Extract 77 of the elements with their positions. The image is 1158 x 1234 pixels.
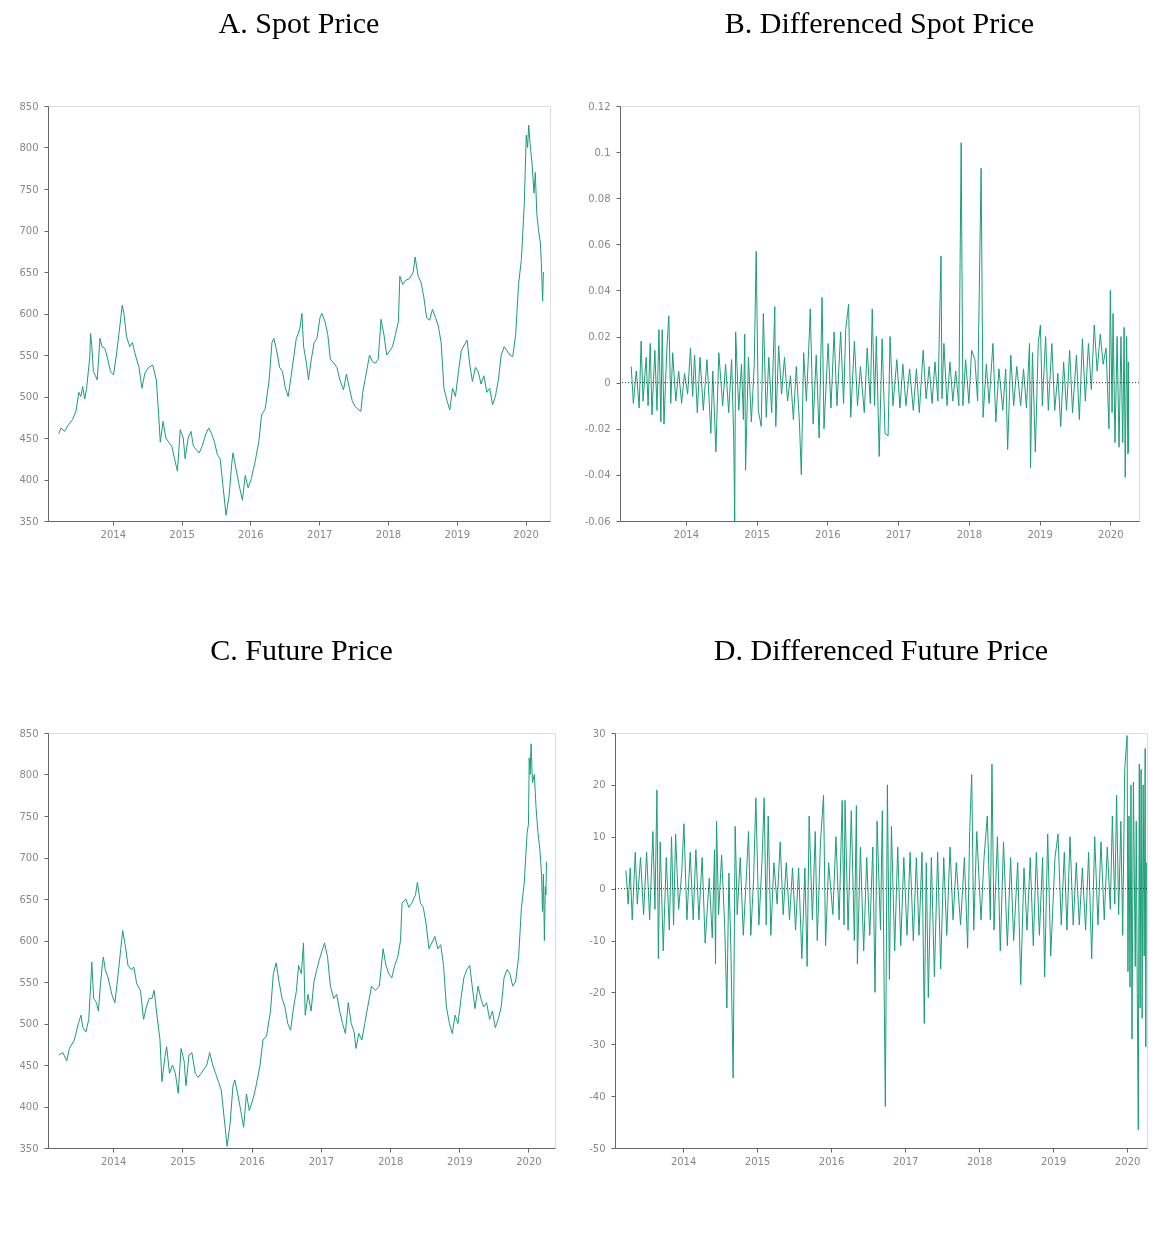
x-tick-label: 2014 [673,528,700,540]
x-tick-label: 2014 [670,1155,697,1167]
x-tick-label: 2016 [818,1155,845,1167]
y-tick-label: 650 [19,266,39,278]
x-tick-label: 2020 [1114,1155,1141,1167]
line-series [625,735,1147,1131]
y-tick-label: 500 [19,391,39,402]
x-tick-label: 2017 [885,528,912,540]
y-tick-label: 0.08 [588,192,611,204]
x-tick-label: 2019 [1040,1155,1067,1167]
x-tick-label: 2020 [516,1155,542,1167]
y-tick-label: -0.06 [584,515,611,527]
x-tick-label: 2016 [815,528,841,540]
y-tick-label: 0.02 [588,331,611,343]
y-tick-label: 850 [19,727,39,739]
chart-title: C. Future Price [210,633,393,666]
x-tick-label: 2017 [307,528,333,540]
y-tick-label: 0.1 [594,146,611,158]
y-tick-label: 0.06 [588,238,611,250]
x-tick-label: 2017 [308,1155,335,1167]
x-tick-label: 2016 [238,528,264,540]
y-tick-label: 0 [604,377,611,389]
y-tick-label: 600 [19,308,39,319]
y-tick-label: 700 [19,852,39,863]
x-tick-label: 2016 [239,1155,265,1167]
y-tick-label: 400 [19,1101,39,1112]
y-tick-label: 800 [19,142,39,153]
y-tick-label: 350 [19,515,39,527]
y-tick-label: 400 [19,474,39,485]
y-tick-label: 650 [19,893,39,905]
y-tick-label: -30 [589,1038,606,1050]
y-tick-label: 0.12 [588,100,611,112]
y-tick-label: 750 [19,810,39,822]
line-series [630,142,1130,521]
x-tick-label: 2018 [966,1155,993,1167]
y-tick-label: 350 [19,1142,39,1154]
y-tick-label: 550 [19,349,39,361]
x-tick-label: 2020 [513,528,539,540]
x-tick-label: 2014 [100,1155,127,1167]
y-tick-label: 500 [19,1018,39,1029]
y-tick-label: 20 [592,779,606,791]
y-tick-label: 850 [19,100,39,112]
line-series [58,743,547,1147]
y-tick-label: -20 [589,986,606,998]
y-tick-label: 700 [19,225,39,236]
x-tick-label: 2015 [744,528,770,540]
x-tick-label: 2015 [744,1155,771,1167]
y-tick-label: 10 [592,831,606,843]
chart-title: B. Differenced Spot Price [724,6,1035,39]
x-tick-label: 2019 [444,528,470,540]
y-tick-label: 30 [592,727,606,739]
y-tick-label: -0.04 [584,469,611,481]
y-tick-label: 450 [19,432,39,444]
line-series [58,124,544,516]
y-tick-label: 550 [19,976,39,988]
y-tick-label: -50 [589,1142,606,1154]
y-tick-label: 0 [599,883,606,895]
y-tick-label: 450 [19,1059,39,1071]
x-tick-label: 2017 [892,1155,919,1167]
y-tick-label: -0.02 [584,423,611,435]
x-tick-label: 2019 [447,1155,473,1167]
y-tick-label: 0.04 [588,284,611,296]
y-tick-label: 750 [19,183,39,195]
y-tick-label: 600 [19,935,39,946]
x-tick-label: 2020 [1098,528,1124,540]
x-tick-label: 2018 [375,528,402,540]
chart-title: D. Differenced Future Price [713,633,1049,666]
x-tick-label: 2018 [956,528,983,540]
y-tick-label: 800 [19,769,39,780]
y-tick-label: -40 [589,1090,606,1102]
x-tick-label: 2014 [100,528,127,540]
x-tick-label: 2015 [170,1155,196,1167]
x-tick-label: 2015 [169,528,195,540]
x-tick-label: 2019 [1027,528,1053,540]
x-tick-label: 2018 [377,1155,404,1167]
y-tick-label: -10 [589,935,606,946]
chart-title: A. Spot Price [218,6,380,39]
